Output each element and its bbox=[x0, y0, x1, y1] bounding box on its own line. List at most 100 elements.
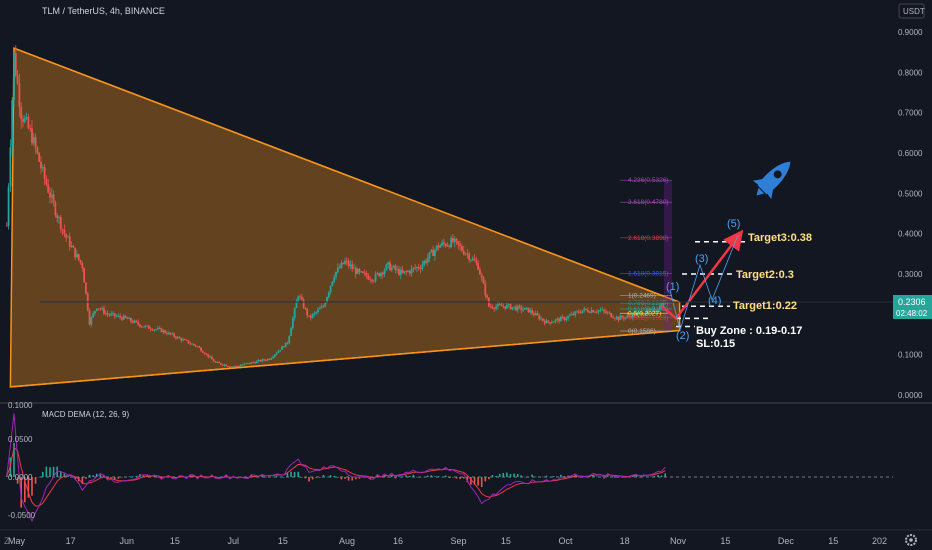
macd-tick: 0.0500 bbox=[8, 435, 33, 444]
macd-histogram-bar bbox=[473, 477, 476, 485]
candle-body bbox=[491, 306, 494, 309]
macd-histogram-bar bbox=[470, 477, 472, 485]
candle-body bbox=[549, 322, 551, 324]
candle-body bbox=[308, 315, 310, 317]
candle-body bbox=[68, 236, 71, 247]
macd-histogram-bar bbox=[419, 477, 422, 478]
candle-body bbox=[621, 315, 623, 318]
candle-body bbox=[378, 273, 381, 277]
candle-body bbox=[331, 281, 334, 286]
candle-body bbox=[317, 309, 319, 313]
target1-label: Target1:0.22 bbox=[733, 300, 797, 312]
gear-icon[interactable] bbox=[905, 534, 917, 546]
macd-histogram-bar bbox=[85, 477, 87, 479]
macd-tick: -0.0500 bbox=[8, 511, 36, 520]
candle-body bbox=[371, 279, 373, 282]
candle-body bbox=[509, 304, 512, 310]
macd-histogram-bar bbox=[354, 477, 357, 480]
time-tick: Oct bbox=[558, 536, 573, 546]
price-tick: 0.5000 bbox=[898, 189, 923, 198]
macd-histogram-bar bbox=[344, 477, 346, 479]
macd-histogram-bar bbox=[308, 477, 310, 482]
macd-tick: 0.1000 bbox=[8, 401, 33, 410]
macd-histogram-bar bbox=[121, 477, 123, 478]
macd-histogram-bar bbox=[88, 474, 91, 477]
price-axis[interactable]: 0.9000 0.8000 0.7000 0.6000 0.5000 0.4000 0.30… bbox=[898, 28, 923, 400]
candle-body bbox=[657, 309, 659, 311]
candle-body bbox=[58, 217, 60, 218]
candle-body bbox=[313, 312, 316, 315]
candle-body bbox=[470, 259, 472, 261]
macd-histogram-bar bbox=[502, 472, 505, 477]
candle-body bbox=[594, 311, 596, 313]
candle-body bbox=[49, 192, 51, 198]
candle-body bbox=[157, 328, 159, 330]
candle-body bbox=[489, 306, 492, 308]
macd-histogram-bar bbox=[265, 477, 267, 478]
macd-histogram-bar bbox=[632, 476, 634, 477]
candle-body bbox=[241, 364, 244, 366]
macd-histogram-bar bbox=[426, 475, 429, 477]
candle-body bbox=[203, 352, 206, 355]
candle-body bbox=[112, 313, 114, 315]
macd-histogram-bar bbox=[581, 477, 584, 478]
candle-body bbox=[540, 318, 542, 320]
candle-body bbox=[101, 308, 104, 310]
candle-body bbox=[228, 366, 231, 368]
candle-body bbox=[128, 317, 131, 320]
candle-body bbox=[441, 242, 444, 246]
candle-body bbox=[291, 318, 294, 329]
price-tick: 0.9000 bbox=[898, 28, 923, 37]
time-axis[interactable]: May 17 Jun 15 Jul 15 Aug 16 Sep 15 Oct 18 Nov 15 Dec 15… bbox=[8, 536, 887, 546]
macd-histogram-bar bbox=[628, 476, 631, 478]
macd-histogram-bar bbox=[160, 477, 163, 480]
candle-body bbox=[642, 315, 645, 316]
candle-body bbox=[201, 351, 204, 353]
macd-histogram-bar bbox=[293, 471, 296, 477]
elliott-wave-path bbox=[669, 234, 739, 332]
candle-body bbox=[77, 254, 80, 260]
candle-body bbox=[189, 343, 192, 345]
currency-badge-box[interactable] bbox=[898, 3, 925, 19]
candle-body bbox=[205, 354, 208, 355]
candle-body bbox=[637, 312, 640, 314]
candle-body bbox=[480, 274, 483, 278]
candle-body bbox=[133, 320, 136, 323]
macd-histogram-bar bbox=[542, 476, 544, 478]
candle-body bbox=[649, 308, 652, 311]
candle-body bbox=[430, 249, 433, 253]
candle-body bbox=[628, 315, 631, 317]
candle-body bbox=[475, 260, 478, 263]
candle-body bbox=[437, 245, 440, 248]
currency-badge[interactable]: USDT bbox=[903, 7, 925, 16]
candle-body bbox=[523, 307, 526, 310]
candle-body bbox=[90, 317, 93, 325]
candle-body bbox=[173, 333, 176, 337]
candle-body bbox=[130, 317, 132, 322]
candle-body bbox=[338, 267, 341, 269]
macd-histogram-bar bbox=[99, 473, 102, 477]
symbol-title: TLM / TetherUS, 4h, BINANCE bbox=[42, 6, 165, 16]
candle-body bbox=[148, 325, 150, 329]
candle-body bbox=[399, 269, 402, 275]
macd-histogram-bar bbox=[149, 476, 152, 478]
candle-body bbox=[586, 309, 589, 312]
price-tick: 0.3000 bbox=[898, 270, 923, 279]
macd-histogram-bar bbox=[286, 472, 289, 477]
candle-body bbox=[473, 258, 476, 261]
candle-body bbox=[326, 297, 328, 303]
candle-body bbox=[192, 343, 195, 346]
macd-histogram-bar bbox=[570, 475, 573, 477]
macd-histogram-bar bbox=[444, 475, 447, 477]
fib-zone bbox=[664, 180, 672, 332]
macd-histogram-bar bbox=[437, 476, 440, 477]
candle-body bbox=[655, 310, 658, 312]
candle-body bbox=[230, 366, 233, 368]
candle-body bbox=[151, 329, 154, 331]
timezone-label[interactable]: Z bbox=[4, 536, 10, 546]
candle-body bbox=[565, 318, 568, 321]
candle-body bbox=[644, 313, 647, 316]
candle-body bbox=[457, 241, 460, 245]
candle-body bbox=[300, 296, 303, 300]
